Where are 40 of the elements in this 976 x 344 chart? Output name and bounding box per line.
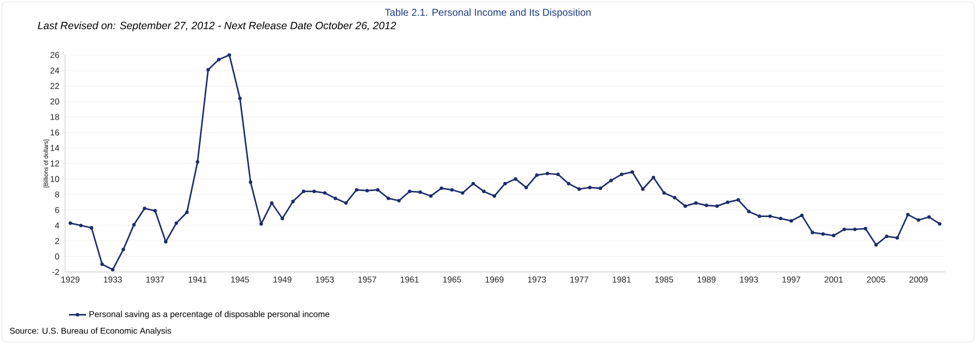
x-tick-label: 1965 (443, 276, 462, 283)
x-tick-label: 1993 (740, 276, 758, 283)
y-tick-label: 16 (50, 129, 60, 136)
x-tick-label: 1949 (274, 276, 292, 283)
y-tick-label: 26 (50, 52, 60, 58)
chart-title: Table 2.1. Personal Income and Its Disposition (384, 8, 591, 18)
x-tick-label: 1981 (612, 276, 631, 283)
x-tick-label: 1961 (400, 276, 419, 283)
y-tick-label: -2 (52, 269, 60, 275)
x-tick-label: 1941 (188, 276, 207, 283)
y-tick-label: 22 (50, 83, 60, 89)
y-tick-label: 0 (55, 253, 60, 260)
x-tick-label: 1989 (698, 276, 716, 283)
y-tick-label: 10 (50, 176, 60, 182)
x-tick-label: 1985 (655, 276, 674, 283)
y-tick-label: 14 (50, 145, 60, 151)
x-tick-label: 1945 (231, 276, 250, 283)
y-tick-label: 2 (55, 238, 60, 244)
x-tick-label: 2001 (824, 276, 843, 283)
y-tick-label: 18 (50, 114, 60, 120)
x-tick-label: 1969 (486, 276, 504, 283)
legend-label: Personal saving as a percentage of disposable personal income (89, 310, 330, 319)
x-tick-label: 1997 (782, 276, 800, 283)
y-tick-label: 4 (54, 222, 60, 228)
x-tick-label: 1929 (62, 276, 80, 283)
y-tick-label: 6 (55, 206, 60, 213)
x-tick-label: 1953 (316, 276, 334, 283)
x-tick-label: 2005 (867, 276, 886, 283)
x-tick-label: 1937 (146, 276, 164, 283)
x-tick-label: 1973 (528, 276, 546, 283)
chart-subtitle: Last Revised on: September 27, 2012 - Next Release Date October 26, 2012 (38, 22, 396, 32)
y-tick-label: 24 (50, 68, 60, 74)
x-tick-label: 1957 (358, 276, 376, 283)
y-tick-label: 12 (50, 160, 60, 166)
x-tick-label: 2009 (909, 276, 928, 283)
x-tick-label: 1977 (570, 276, 588, 283)
x-tick-label: 1933 (104, 276, 122, 283)
y-tick-label: 8 (55, 191, 60, 198)
source-note: Source: U.S. Bureau of Economic Analysis (10, 328, 172, 336)
y-tick-label: 20 (50, 98, 60, 104)
